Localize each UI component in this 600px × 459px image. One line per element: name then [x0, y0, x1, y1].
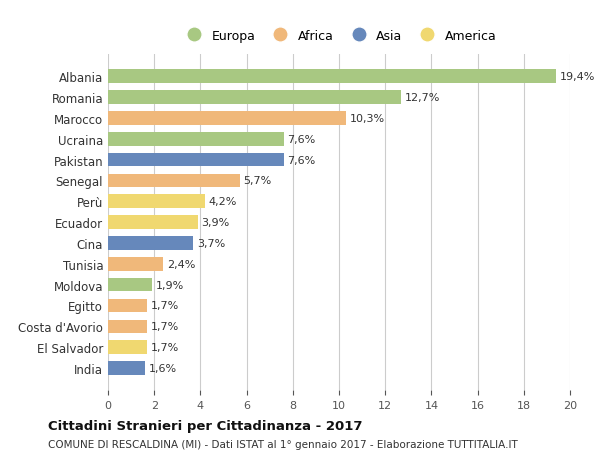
Bar	[108, 320, 147, 333]
Bar	[108, 133, 284, 146]
Bar	[108, 174, 239, 188]
Text: 1,7%: 1,7%	[151, 301, 179, 311]
Text: 4,2%: 4,2%	[208, 197, 237, 207]
Bar	[108, 91, 401, 105]
Bar	[108, 153, 284, 167]
Bar	[108, 195, 205, 208]
Bar	[108, 70, 556, 84]
Text: 1,7%: 1,7%	[151, 322, 179, 331]
Bar	[108, 341, 147, 354]
Bar	[108, 257, 163, 271]
Text: 1,9%: 1,9%	[155, 280, 184, 290]
Text: 7,6%: 7,6%	[287, 134, 315, 145]
Bar	[108, 361, 145, 375]
Text: 5,7%: 5,7%	[243, 176, 271, 186]
Text: 3,9%: 3,9%	[202, 218, 230, 228]
Bar	[108, 216, 198, 230]
Bar	[108, 237, 193, 250]
Text: COMUNE DI RESCALDINA (MI) - Dati ISTAT al 1° gennaio 2017 - Elaborazione TUTTITA: COMUNE DI RESCALDINA (MI) - Dati ISTAT a…	[48, 440, 518, 449]
Text: 3,7%: 3,7%	[197, 238, 225, 248]
Text: 7,6%: 7,6%	[287, 155, 315, 165]
Text: 19,4%: 19,4%	[560, 72, 595, 82]
Text: Cittadini Stranieri per Cittadinanza - 2017: Cittadini Stranieri per Cittadinanza - 2…	[48, 419, 362, 432]
Text: 12,7%: 12,7%	[405, 93, 440, 103]
Bar	[108, 278, 152, 292]
Legend: Europa, Africa, Asia, America: Europa, Africa, Asia, America	[176, 24, 502, 47]
Bar	[108, 299, 147, 313]
Text: 2,4%: 2,4%	[167, 259, 195, 269]
Text: 1,6%: 1,6%	[148, 363, 176, 373]
Bar	[108, 112, 346, 125]
Text: 10,3%: 10,3%	[349, 114, 385, 123]
Text: 1,7%: 1,7%	[151, 342, 179, 353]
